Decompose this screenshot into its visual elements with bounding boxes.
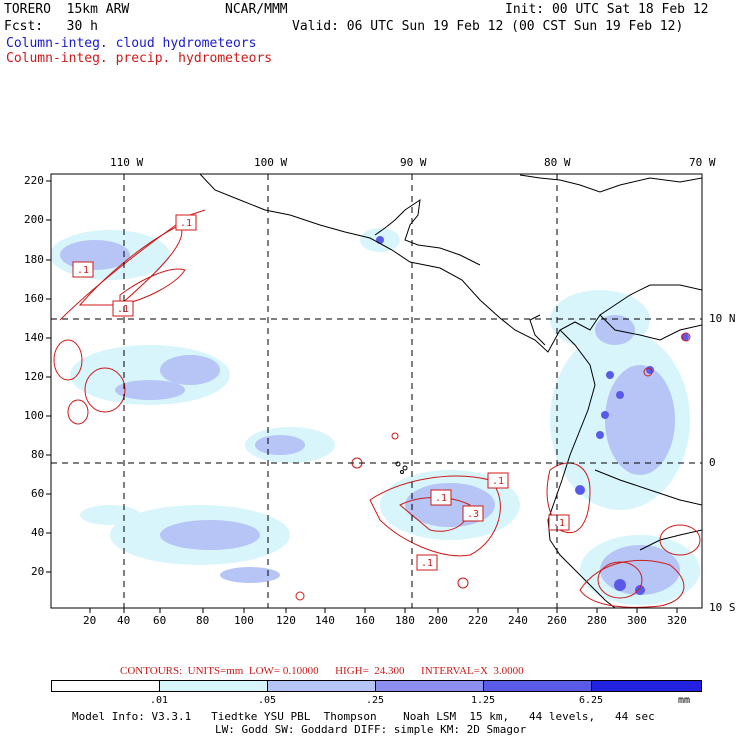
contour-label-boxes xyxy=(72,214,570,571)
graticule xyxy=(51,174,702,608)
x-tick-label: 260 xyxy=(547,614,567,627)
x-tick-label: 240 xyxy=(508,614,528,627)
colorbar-segment xyxy=(483,680,591,692)
colorbar-segment xyxy=(267,680,375,692)
colorbar-tick: .05 xyxy=(257,695,277,706)
contour-label: .1 xyxy=(180,218,192,229)
lon-label: 80 W xyxy=(544,156,571,169)
cloud-shading xyxy=(51,228,700,605)
y-tick-label: 160 xyxy=(24,292,44,305)
lat-label: 10 N xyxy=(709,312,736,325)
y-tick-label: 140 xyxy=(24,331,44,344)
model-physics: LW: Godd SW: Goddard DIFF: simple KM: 2D… xyxy=(215,723,527,736)
x-tick-label: 320 xyxy=(667,614,687,627)
contours-info: CONTOURS: UNITS=mm LOW= 0.10000 HIGH= 24… xyxy=(120,665,524,677)
lon-label: 90 W xyxy=(400,156,427,169)
contour-label: .1 xyxy=(492,476,504,487)
x-tick-label: 100 xyxy=(234,614,254,627)
y-tick-label: 200 xyxy=(24,213,44,226)
x-tick-label: 180 xyxy=(395,614,415,627)
contour-label: .1 xyxy=(421,558,433,569)
x-tick-label: 80 xyxy=(196,614,210,627)
lon-label: 70 W xyxy=(689,156,716,169)
x-tick-label: 120 xyxy=(276,614,296,627)
lon-label: 100 W xyxy=(254,156,288,169)
tick-marks xyxy=(46,180,678,613)
model-info: Model Info: V3.3.1 Tiedtke YSU PBL Thomp… xyxy=(72,710,655,723)
x-tick-label: 220 xyxy=(468,614,488,627)
y-tick-label: 20 xyxy=(31,565,45,578)
y-tick-label: 80 xyxy=(31,448,45,461)
lon-label: 110 W xyxy=(110,156,144,169)
y-tick-label: 120 xyxy=(24,370,44,383)
contour-label: .1 xyxy=(553,518,565,529)
center-name: NCAR/MMM xyxy=(225,2,288,17)
coastlines xyxy=(199,174,702,608)
colorbar-tick: .01 xyxy=(149,695,169,706)
x-tick-label: 200 xyxy=(428,614,448,627)
lat-label: 0 xyxy=(709,456,716,469)
contour-label: .1 xyxy=(77,265,89,276)
x-tick-label: 40 xyxy=(117,614,131,627)
lat-label: 10 S xyxy=(709,601,736,614)
x-tick-label: 160 xyxy=(355,614,375,627)
valid-time: Valid: 06 UTC Sun 19 Feb 12 (00 CST Sun … xyxy=(292,19,684,34)
colorbar-tick: 1.25 xyxy=(470,695,496,706)
y-tick-label: 60 xyxy=(31,487,45,500)
model-title: TORERO 15km ARW xyxy=(4,2,130,17)
colorbar-tick: 6.25 xyxy=(578,695,604,706)
x-tick-label: 20 xyxy=(83,614,97,627)
contour-labels: .1 .1 .1 .1 .1 .1 .3 .1 xyxy=(77,218,565,569)
y-tick-label: 220 xyxy=(24,174,44,187)
y-tick-label: 40 xyxy=(31,526,45,539)
colorbar-segment xyxy=(375,680,483,692)
init-time: Init: 00 UTC Sat 18 Feb 12 xyxy=(505,2,709,17)
y-tick-label: 180 xyxy=(24,253,44,266)
colorbar-segment xyxy=(159,680,267,692)
y-tick-label: 100 xyxy=(24,409,44,422)
map-frame xyxy=(50,173,703,609)
precip-field-title: Column-integ. precip. hydrometeors xyxy=(6,51,273,66)
x-tick-label: 280 xyxy=(587,614,607,627)
contour-label: .1 xyxy=(435,493,447,504)
colorbar-unit: mm xyxy=(677,695,691,706)
cloud-field-title: Column-integ. cloud hydrometeors xyxy=(6,36,257,51)
x-tick-label: 300 xyxy=(627,614,647,627)
contour-label: .3 xyxy=(467,509,479,520)
x-tick-label: 140 xyxy=(315,614,335,627)
contour-label: .1 xyxy=(117,304,129,315)
colorbar-tick: .25 xyxy=(365,695,385,706)
forecast-hour: Fcst: 30 h xyxy=(4,19,98,34)
colorbar-frame xyxy=(51,680,702,692)
x-tick-label: 60 xyxy=(153,614,167,627)
